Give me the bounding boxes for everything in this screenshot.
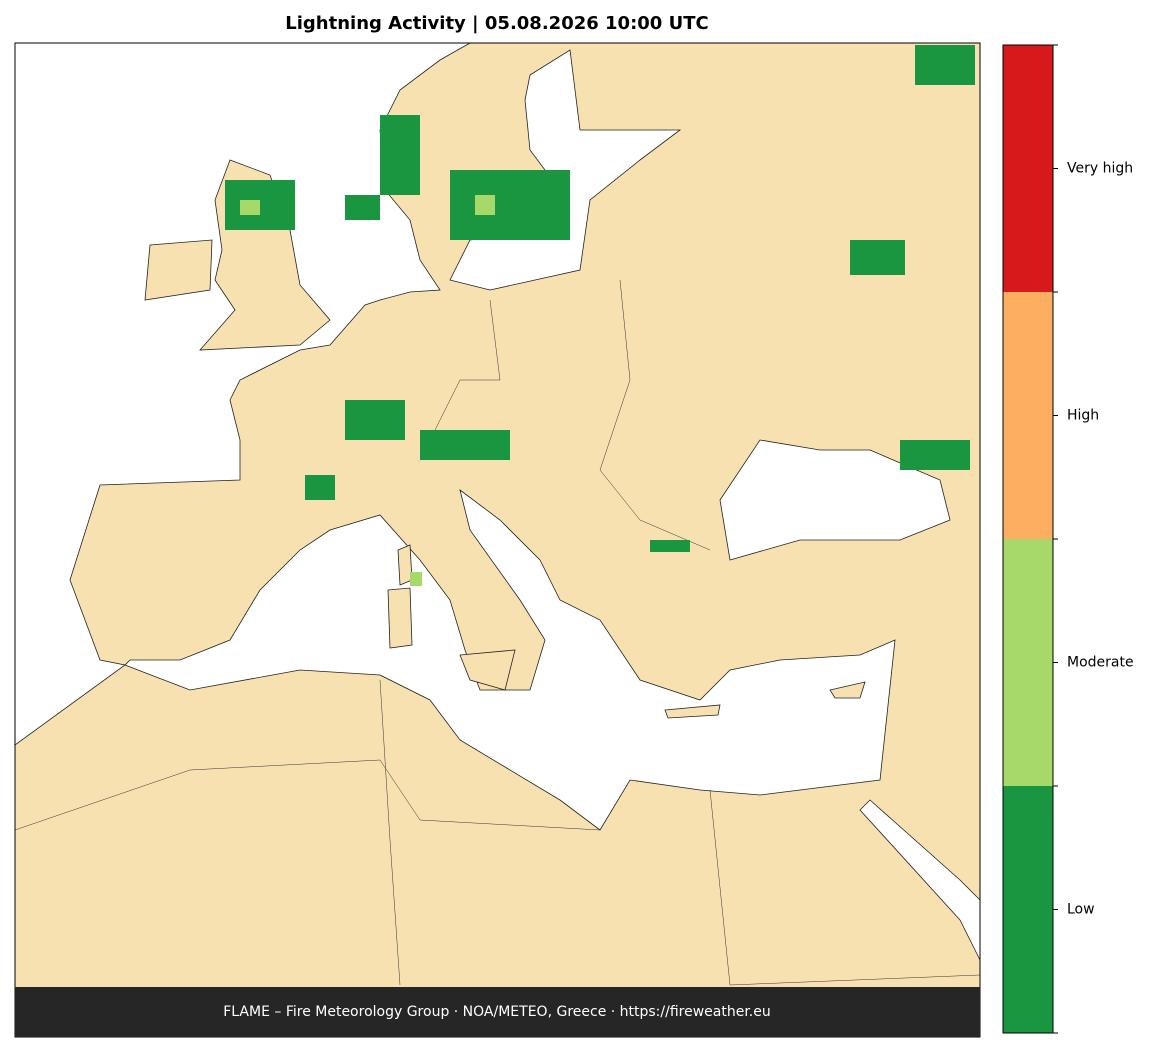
colorbar: Low Moderate High Very high [1002,44,1134,1034]
lightning-cell [380,115,420,195]
borders [429,299,501,441]
lightning-cell [650,540,690,552]
lightning-cell [410,572,422,586]
crete [664,704,721,719]
colorbar-label: High [1067,408,1099,424]
borders [379,679,401,986]
mediterranean [124,489,896,831]
colorbar-label: Moderate [1067,655,1134,671]
lightning-cell [475,195,495,215]
lightning-cell [305,475,335,500]
borders [599,279,711,551]
lightning-cells [225,45,975,586]
colorbar-segment [1003,45,1053,292]
lightning-cell [900,440,970,470]
borders [709,789,981,986]
cyprus [829,681,866,699]
colorbar-label: Low [1067,902,1095,918]
corsica [397,544,413,586]
black-sea [719,439,951,561]
sardinia [387,587,413,649]
lightning-cell [345,195,380,220]
lightning-cell [450,170,570,240]
lightning-cell [420,430,510,460]
lightning-cell [240,200,260,215]
colorbar-segment [1003,292,1053,539]
colorbar-label: Very high [1067,161,1133,177]
colorbar-segment [1003,539,1053,786]
colorbar-segment [1003,786,1053,1033]
lightning-cell [915,45,975,85]
footer-bar [15,987,980,1037]
title: Lightning Activity | 05.08.2026 10:00 UT… [285,13,708,34]
footer: FLAME – Fire Meteorology Group · NOA/MET… [223,1004,771,1020]
colorbar-frame [1002,44,1054,1034]
sicily [459,649,516,691]
lightning-cell [345,400,405,440]
borders [14,759,601,831]
ireland [144,239,213,301]
map: FLAME – Fire Meteorology Group · NOA/MET… [14,42,981,1038]
lightning-cell [850,240,905,275]
